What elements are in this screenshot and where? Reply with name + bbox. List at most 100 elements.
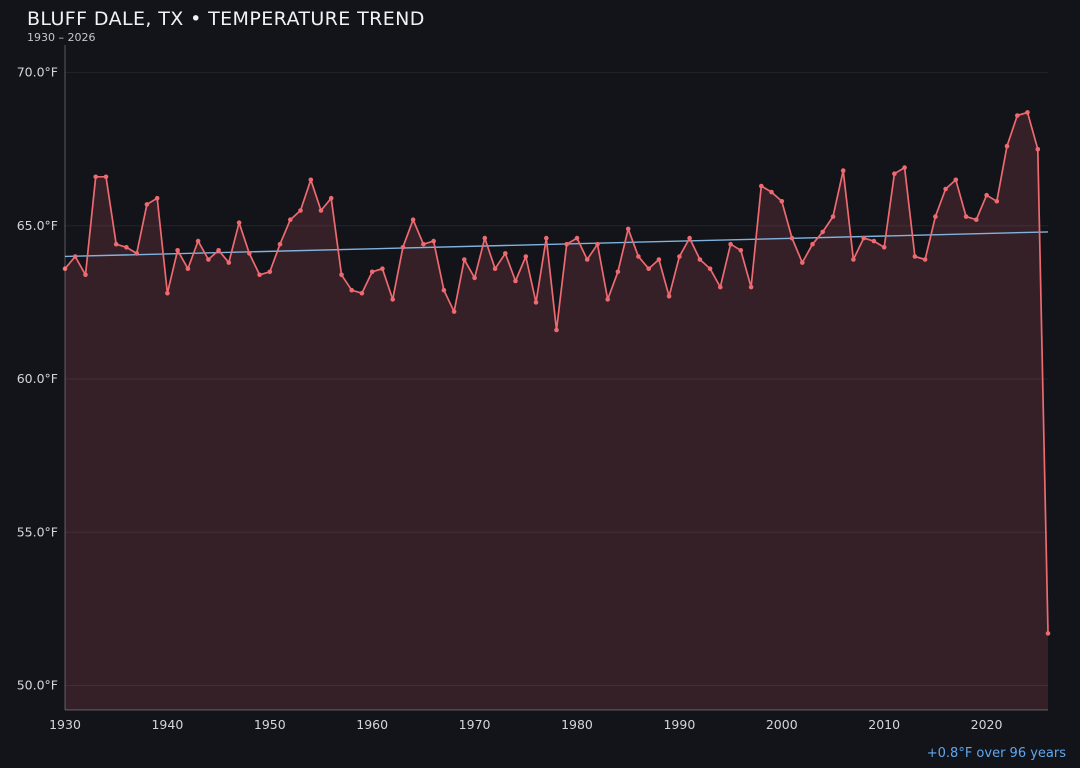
x-tick-label: 1960 <box>356 717 388 732</box>
temperature-series-point <box>810 241 815 247</box>
x-tick-label: 1970 <box>459 717 491 732</box>
temperature-series-point <box>922 257 928 262</box>
temperature-series-point <box>288 217 293 222</box>
temperature-series-point <box>349 287 355 293</box>
temperature-series-point <box>369 269 375 275</box>
x-tick-label: 1950 <box>254 717 286 732</box>
temperature-series-point <box>881 245 887 250</box>
temperature-series-point <box>902 165 907 170</box>
temperature-series-point <box>247 251 252 256</box>
temperature-series-point <box>513 278 518 284</box>
temperature-series-point <box>257 272 262 278</box>
temperature-series-point <box>1035 146 1041 152</box>
x-tick-label: 1940 <box>151 717 183 732</box>
x-tick-label: 2010 <box>868 717 900 732</box>
temperature-series-point <box>523 254 529 259</box>
temperature-series-point <box>984 192 989 198</box>
temperature-series-point <box>615 269 621 275</box>
temperature-series-point <box>769 189 774 195</box>
temperature-series-point <box>431 238 436 244</box>
x-tick-label: 1930 <box>49 717 81 732</box>
temperature-series-point <box>1025 110 1030 115</box>
temperature-series-point <box>871 238 877 244</box>
temperature-series-point <box>953 177 959 183</box>
y-tick-label: 50.0°F <box>17 677 58 692</box>
temperature-series-point <box>339 272 344 278</box>
temperature-series-point <box>1045 631 1051 636</box>
temperature-series-point <box>113 241 119 247</box>
chart-subtitle: 1930 – 2026 <box>27 31 96 44</box>
x-tick-label: 2020 <box>971 717 1003 732</box>
temperature-series-point <box>861 235 866 241</box>
temperature-series-point <box>195 238 201 244</box>
temperature-series-point <box>625 226 631 232</box>
temperature-series-point <box>390 297 396 302</box>
trend-annotation: +0.8°F over 96 years <box>926 746 1066 761</box>
temperature-series-point <box>103 174 109 180</box>
temperature-series-point <box>779 199 785 204</box>
temperature-series-point <box>564 241 569 247</box>
temperature-series-point <box>175 248 180 253</box>
temperature-series-point <box>62 266 68 272</box>
temperature-series-point <box>851 257 856 262</box>
temperature-series-point <box>533 300 539 305</box>
temperature-series-point <box>421 241 426 247</box>
temperature-series-point <box>226 260 232 265</box>
temperature-series-point <box>584 257 590 262</box>
temperature-series-point <box>359 290 365 296</box>
temperature-series-point <box>206 257 211 262</box>
temperature-series-point <box>892 171 897 176</box>
temperature-series-point <box>759 183 764 189</box>
temperature-series-point <box>185 266 191 272</box>
temperature-series-point <box>93 174 98 180</box>
temperature-series-point <box>718 284 723 290</box>
temperature-series-point <box>216 248 221 253</box>
temperature-series-point <box>789 235 795 241</box>
temperature-series-point <box>154 195 160 201</box>
temperature-series-point <box>840 168 846 173</box>
temperature-series-point <box>687 235 692 241</box>
temperature-series-point <box>462 257 467 262</box>
temperature-series-point <box>697 257 703 262</box>
y-tick-label: 65.0°F <box>17 218 58 233</box>
chart-title: BLUFF DALE, TX • TEMPERATURE TREND <box>27 8 425 30</box>
temperature-series-point <box>410 217 416 222</box>
temperature-series-point <box>165 290 170 296</box>
temperature-series-point <box>707 266 713 272</box>
temperature-series-point <box>728 241 733 247</box>
x-tick-label: 2000 <box>766 717 798 732</box>
temperature-series-point <box>308 177 314 183</box>
temperature-series-point <box>963 214 969 219</box>
temperature-series-point <box>666 294 672 299</box>
x-tick-label: 1980 <box>561 717 593 732</box>
temperature-series-point <box>677 254 682 259</box>
temperature-series-point <box>328 195 334 201</box>
temperature-series-point <box>994 199 1000 204</box>
y-tick-label: 70.0°F <box>17 65 58 80</box>
area-fill <box>65 112 1048 710</box>
temperature-series-point <box>451 309 457 314</box>
y-tick-label: 60.0°F <box>17 371 58 386</box>
temperature-series-point <box>298 208 303 213</box>
x-tick-label: 1990 <box>663 717 695 732</box>
temperature-series-point <box>134 251 139 256</box>
temperature-series-point <box>605 297 610 302</box>
temperature-series-point <box>482 235 488 241</box>
y-tick-label: 55.0°F <box>17 524 58 539</box>
temperature-series-point <box>472 275 477 281</box>
temperature-series-point <box>83 272 88 278</box>
temperature-series-point <box>656 257 662 262</box>
temperature-series-point <box>554 327 559 333</box>
temperature-series-point <box>544 235 549 241</box>
temperature-series-point <box>974 217 979 222</box>
temperature-series-point <box>380 266 385 272</box>
temperature-series-point <box>820 229 825 235</box>
temperature-series-point <box>277 241 283 247</box>
temperature-series-point <box>144 202 150 207</box>
temperature-series-point <box>503 251 508 256</box>
temperature-series-point <box>1015 113 1020 118</box>
temperature-series-point <box>1004 143 1010 149</box>
temperature-series-point <box>267 269 273 275</box>
